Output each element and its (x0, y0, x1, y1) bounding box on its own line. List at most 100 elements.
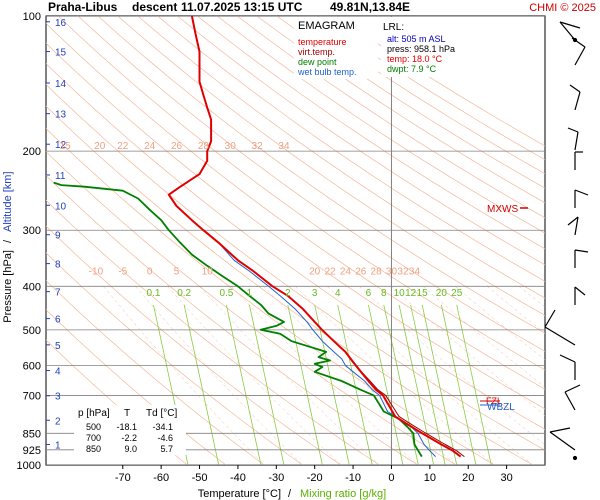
wind-barb-shaft (559, 21, 576, 41)
dry-adiabat (77, 16, 545, 352)
x-tick-label: -40 (230, 472, 246, 484)
x-tick-label: -60 (153, 472, 169, 484)
legend-item-virt-temp: virt.temp. (298, 47, 335, 57)
altitude-tick-label: 7 (55, 288, 61, 299)
dry-adiabat-label: 32 (397, 266, 409, 277)
dry-adiabat-label: 5 (174, 266, 180, 277)
pressure-tick-label: 1000 (17, 460, 41, 472)
mxws-marker: MXWS (487, 204, 518, 215)
mixing-ratio-line (440, 304, 477, 465)
station-title: Praha-Libus (48, 0, 118, 14)
mixing-ratio-label: 10 (394, 288, 406, 299)
pressure-tick-label: 400 (23, 281, 41, 293)
datetime-label: 11.07.2025 13:15 UTC (181, 0, 303, 14)
wind-barb-flag (564, 384, 581, 393)
wind-barbs (544, 21, 589, 461)
pressure-tick-label: 700 (23, 390, 41, 402)
dry-adiabat-label: 26 (171, 141, 183, 152)
dry-adiabat-label: 20 (94, 141, 106, 152)
dry-adiabat (197, 16, 545, 250)
mixing-ratio-label: 0.1 (147, 288, 161, 299)
dry-adiabat-label: 26 (355, 266, 367, 277)
dry-adiabat-label: 10 (202, 266, 214, 277)
mixing-ratio-label: 12 (405, 288, 417, 299)
x-tick-label: 10 (424, 472, 436, 484)
dry-adiabat-label: 30 (386, 266, 398, 277)
legend-item-temperature: temperature (298, 37, 347, 47)
altitude-tick-label: 9 (55, 231, 61, 242)
mixing-ratio-line (287, 304, 323, 465)
lrl-temp: temp: 18.0 °C (387, 54, 443, 64)
x-axis-title: Temperature [°C] / Mixing ratio [g/kg] (198, 488, 386, 500)
dry-adiabat-label: 24 (340, 266, 352, 277)
wind-barb-shaft (549, 431, 576, 451)
dry-adiabat-label: 22 (117, 141, 129, 152)
dry-adiabat (256, 16, 545, 204)
moist-adiabat (583, 286, 600, 465)
wind-barb-dot (572, 37, 578, 43)
x-axis-label: Temperature [°C] (198, 488, 281, 500)
table-header-p: p [hPa] (78, 408, 110, 419)
altitude-tick-label: 14 (55, 79, 67, 90)
lrl-box: LRL: alt: 505 m ASL press: 958.1 hPa tem… (381, 17, 479, 77)
lrl-alt: alt: 505 m ASL (387, 34, 446, 44)
pressure-tick-label: 925 (23, 445, 41, 457)
dry-adiabat-label: 28 (198, 141, 210, 152)
dry-adiabat-label: -10 (89, 266, 104, 277)
mixing-ratio-label: 25 (451, 288, 463, 299)
mixing-ratio-line (456, 304, 492, 465)
wind-barb-flag (567, 216, 579, 226)
altitude-tick-label: 16 (55, 18, 67, 29)
table-row-p: 500 (86, 422, 101, 432)
table-row-td: -4.6 (157, 433, 173, 443)
mixing-ratio-line (368, 304, 404, 465)
altitude-tick-label: 11 (55, 171, 66, 182)
mixing-ratio-label: 8 (381, 288, 387, 299)
dry-adiabat-label: 15 (60, 141, 72, 152)
wind-barb-flag (574, 189, 589, 196)
altitude-tick-label: 8 (55, 260, 61, 271)
x-axis-label-2: Mixing ratio [g/kg] (300, 488, 386, 500)
dry-adiabat (137, 16, 545, 299)
dry-adiabat (177, 16, 545, 266)
wind-barb-dot (572, 455, 578, 461)
legend-box: EMAGRAM temperature virt.temp. dew point… (294, 17, 378, 79)
dew-point-line (53, 181, 423, 458)
x-tick-label: -10 (345, 472, 361, 484)
y-axis-title: Pressure [hPa] / Altitude [km] (2, 171, 14, 322)
x-tick-label: -50 (192, 472, 208, 484)
altitude-tick-label: 3 (55, 392, 61, 403)
x-tick-label: -70 (115, 472, 131, 484)
wind-barb-flag (549, 427, 571, 433)
y-axis-label: Pressure [hPa] (2, 250, 14, 323)
mixing-ratio-line (398, 304, 435, 465)
altitude-tick-label: 6 (55, 315, 61, 326)
mixing-ratio-label: 4 (335, 288, 341, 299)
mixing-ratio-label: 1 (247, 288, 253, 299)
dry-adiabat-label: 34 (278, 141, 290, 152)
dry-adiabat-label: 24 (144, 141, 156, 152)
mixing-ratio-line (383, 304, 419, 465)
copyright-label: CHMI © 2025 (529, 2, 596, 14)
mixing-ratio-label: 15 (417, 288, 429, 299)
y-axis-separator: / (2, 239, 14, 243)
table-row-t: 9.0 (124, 444, 137, 454)
wbzl-marker: WBZL (487, 402, 515, 413)
dry-adiabat-label: 30 (225, 141, 237, 152)
x-tick-label: 0 (388, 472, 394, 484)
wind-barb-flag (544, 309, 556, 328)
wind-barb-flag (567, 127, 579, 133)
pressure-tick-label: 600 (23, 360, 41, 372)
altitude-tick-label: 2 (55, 416, 61, 427)
mixing-ratio-line (249, 304, 285, 465)
dry-adiabat-label: 32 (252, 141, 264, 152)
mode-label: descent (132, 0, 177, 14)
dry-adiabat-label: 28 (371, 266, 383, 277)
table-row-p: 700 (86, 433, 101, 443)
dry-adiabat-label: -5 (118, 266, 127, 277)
data-table: p [hPa] T Td [°C] 500 -18.1 -34.1 700 -2… (74, 405, 186, 455)
x-tick-label: 20 (462, 472, 474, 484)
dry-adiabat (46, 63, 545, 430)
mixing-ratio-label: 2 (285, 288, 291, 299)
